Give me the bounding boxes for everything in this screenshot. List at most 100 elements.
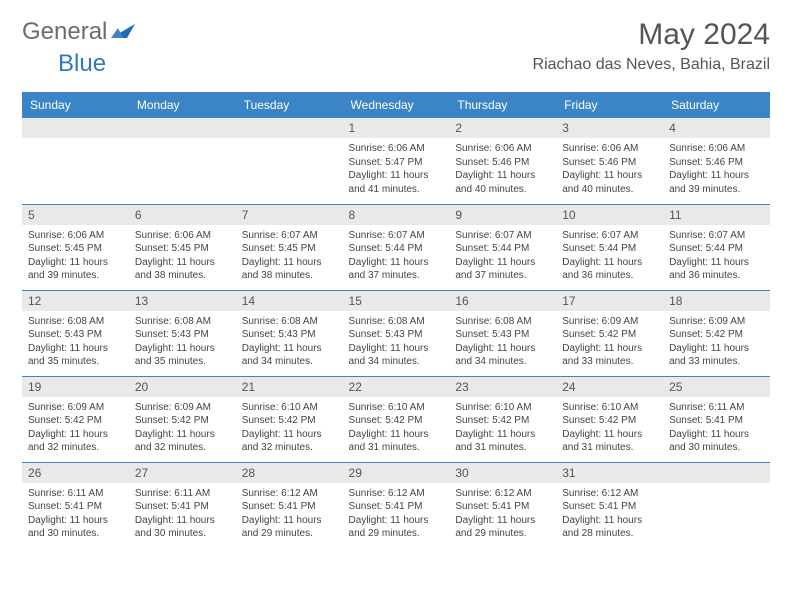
day-info: Sunrise: 6:07 AMSunset: 5:44 PMDaylight:… bbox=[663, 225, 770, 289]
day-number: 24 bbox=[556, 377, 663, 397]
day-number: 2 bbox=[449, 118, 556, 138]
day-number: 6 bbox=[129, 205, 236, 225]
calendar-day-cell: 5Sunrise: 6:06 AMSunset: 5:45 PMDaylight… bbox=[22, 204, 129, 290]
day-number: 12 bbox=[22, 291, 129, 311]
calendar-day-cell: 3Sunrise: 6:06 AMSunset: 5:46 PMDaylight… bbox=[556, 118, 663, 204]
day-number: 9 bbox=[449, 205, 556, 225]
calendar-day-cell: 24Sunrise: 6:10 AMSunset: 5:42 PMDayligh… bbox=[556, 376, 663, 462]
day-info: Sunrise: 6:07 AMSunset: 5:45 PMDaylight:… bbox=[236, 225, 343, 289]
day-number: 11 bbox=[663, 205, 770, 225]
day-info: Sunrise: 6:08 AMSunset: 5:43 PMDaylight:… bbox=[343, 311, 450, 375]
day-info: Sunrise: 6:09 AMSunset: 5:42 PMDaylight:… bbox=[663, 311, 770, 375]
calendar-day-cell: 19Sunrise: 6:09 AMSunset: 5:42 PMDayligh… bbox=[22, 376, 129, 462]
day-info: Sunrise: 6:06 AMSunset: 5:46 PMDaylight:… bbox=[556, 138, 663, 202]
day-number: 21 bbox=[236, 377, 343, 397]
day-info: Sunrise: 6:06 AMSunset: 5:45 PMDaylight:… bbox=[22, 225, 129, 289]
day-number: 31 bbox=[556, 463, 663, 483]
brand-logo: General bbox=[22, 18, 139, 46]
calendar-day-cell: 23Sunrise: 6:10 AMSunset: 5:42 PMDayligh… bbox=[449, 376, 556, 462]
brand-mark-icon bbox=[111, 20, 137, 45]
calendar-day-cell: 15Sunrise: 6:08 AMSunset: 5:43 PMDayligh… bbox=[343, 290, 450, 376]
calendar-day-cell: 10Sunrise: 6:07 AMSunset: 5:44 PMDayligh… bbox=[556, 204, 663, 290]
day-number: 18 bbox=[663, 291, 770, 311]
day-number: 29 bbox=[343, 463, 450, 483]
brand-part2: Blue bbox=[58, 50, 106, 77]
weekday-header: Sunday bbox=[22, 92, 129, 118]
month-title: May 2024 bbox=[533, 18, 770, 52]
day-number: 30 bbox=[449, 463, 556, 483]
calendar-day-cell: 8Sunrise: 6:07 AMSunset: 5:44 PMDaylight… bbox=[343, 204, 450, 290]
day-number: 5 bbox=[22, 205, 129, 225]
calendar-table: SundayMondayTuesdayWednesdayThursdayFrid… bbox=[22, 92, 770, 548]
day-number: 14 bbox=[236, 291, 343, 311]
day-number bbox=[22, 118, 129, 138]
day-info: Sunrise: 6:10 AMSunset: 5:42 PMDaylight:… bbox=[449, 397, 556, 461]
day-info: Sunrise: 6:12 AMSunset: 5:41 PMDaylight:… bbox=[449, 483, 556, 547]
day-info: Sunrise: 6:07 AMSunset: 5:44 PMDaylight:… bbox=[343, 225, 450, 289]
day-info: Sunrise: 6:09 AMSunset: 5:42 PMDaylight:… bbox=[22, 397, 129, 461]
calendar-empty-cell bbox=[663, 462, 770, 548]
day-info: Sunrise: 6:07 AMSunset: 5:44 PMDaylight:… bbox=[556, 225, 663, 289]
day-number: 1 bbox=[343, 118, 450, 138]
weekday-header: Wednesday bbox=[343, 92, 450, 118]
calendar-week-row: 19Sunrise: 6:09 AMSunset: 5:42 PMDayligh… bbox=[22, 376, 770, 462]
calendar-day-cell: 16Sunrise: 6:08 AMSunset: 5:43 PMDayligh… bbox=[449, 290, 556, 376]
day-number bbox=[236, 118, 343, 138]
calendar-day-cell: 26Sunrise: 6:11 AMSunset: 5:41 PMDayligh… bbox=[22, 462, 129, 548]
day-info: Sunrise: 6:08 AMSunset: 5:43 PMDaylight:… bbox=[22, 311, 129, 375]
weekday-header: Friday bbox=[556, 92, 663, 118]
calendar-day-cell: 18Sunrise: 6:09 AMSunset: 5:42 PMDayligh… bbox=[663, 290, 770, 376]
calendar-body: 1Sunrise: 6:06 AMSunset: 5:47 PMDaylight… bbox=[22, 118, 770, 548]
calendar-day-cell: 25Sunrise: 6:11 AMSunset: 5:41 PMDayligh… bbox=[663, 376, 770, 462]
day-number: 13 bbox=[129, 291, 236, 311]
day-info: Sunrise: 6:11 AMSunset: 5:41 PMDaylight:… bbox=[663, 397, 770, 461]
day-info: Sunrise: 6:06 AMSunset: 5:47 PMDaylight:… bbox=[343, 138, 450, 202]
weekday-header: Thursday bbox=[449, 92, 556, 118]
day-info: Sunrise: 6:06 AMSunset: 5:46 PMDaylight:… bbox=[663, 138, 770, 202]
calendar-day-cell: 6Sunrise: 6:06 AMSunset: 5:45 PMDaylight… bbox=[129, 204, 236, 290]
day-info: Sunrise: 6:11 AMSunset: 5:41 PMDaylight:… bbox=[22, 483, 129, 547]
calendar-day-cell: 2Sunrise: 6:06 AMSunset: 5:46 PMDaylight… bbox=[449, 118, 556, 204]
day-info: Sunrise: 6:09 AMSunset: 5:42 PMDaylight:… bbox=[129, 397, 236, 461]
calendar-empty-cell bbox=[129, 118, 236, 204]
day-number: 4 bbox=[663, 118, 770, 138]
calendar-empty-cell bbox=[236, 118, 343, 204]
day-number: 3 bbox=[556, 118, 663, 138]
calendar-day-cell: 12Sunrise: 6:08 AMSunset: 5:43 PMDayligh… bbox=[22, 290, 129, 376]
calendar-day-cell: 30Sunrise: 6:12 AMSunset: 5:41 PMDayligh… bbox=[449, 462, 556, 548]
weekday-header-row: SundayMondayTuesdayWednesdayThursdayFrid… bbox=[22, 92, 770, 118]
calendar-day-cell: 1Sunrise: 6:06 AMSunset: 5:47 PMDaylight… bbox=[343, 118, 450, 204]
calendar-day-cell: 17Sunrise: 6:09 AMSunset: 5:42 PMDayligh… bbox=[556, 290, 663, 376]
day-number: 22 bbox=[343, 377, 450, 397]
day-number: 7 bbox=[236, 205, 343, 225]
day-number: 28 bbox=[236, 463, 343, 483]
day-number: 10 bbox=[556, 205, 663, 225]
day-number: 23 bbox=[449, 377, 556, 397]
calendar-day-cell: 27Sunrise: 6:11 AMSunset: 5:41 PMDayligh… bbox=[129, 462, 236, 548]
day-info: Sunrise: 6:10 AMSunset: 5:42 PMDaylight:… bbox=[343, 397, 450, 461]
day-number: 17 bbox=[556, 291, 663, 311]
day-info: Sunrise: 6:06 AMSunset: 5:46 PMDaylight:… bbox=[449, 138, 556, 202]
day-info: Sunrise: 6:10 AMSunset: 5:42 PMDaylight:… bbox=[236, 397, 343, 461]
title-block: May 2024 Riachao das Neves, Bahia, Brazi… bbox=[533, 18, 770, 74]
calendar-day-cell: 11Sunrise: 6:07 AMSunset: 5:44 PMDayligh… bbox=[663, 204, 770, 290]
calendar-day-cell: 13Sunrise: 6:08 AMSunset: 5:43 PMDayligh… bbox=[129, 290, 236, 376]
day-number: 26 bbox=[22, 463, 129, 483]
day-info: Sunrise: 6:10 AMSunset: 5:42 PMDaylight:… bbox=[556, 397, 663, 461]
day-number: 16 bbox=[449, 291, 556, 311]
day-number bbox=[663, 463, 770, 483]
day-number: 25 bbox=[663, 377, 770, 397]
calendar-week-row: 1Sunrise: 6:06 AMSunset: 5:47 PMDaylight… bbox=[22, 118, 770, 204]
day-info: Sunrise: 6:12 AMSunset: 5:41 PMDaylight:… bbox=[236, 483, 343, 547]
day-info: Sunrise: 6:06 AMSunset: 5:45 PMDaylight:… bbox=[129, 225, 236, 289]
calendar-day-cell: 28Sunrise: 6:12 AMSunset: 5:41 PMDayligh… bbox=[236, 462, 343, 548]
calendar-day-cell: 29Sunrise: 6:12 AMSunset: 5:41 PMDayligh… bbox=[343, 462, 450, 548]
day-number: 8 bbox=[343, 205, 450, 225]
day-info: Sunrise: 6:08 AMSunset: 5:43 PMDaylight:… bbox=[449, 311, 556, 375]
calendar-empty-cell bbox=[22, 118, 129, 204]
calendar-week-row: 26Sunrise: 6:11 AMSunset: 5:41 PMDayligh… bbox=[22, 462, 770, 548]
day-info: Sunrise: 6:12 AMSunset: 5:41 PMDaylight:… bbox=[343, 483, 450, 547]
day-number bbox=[129, 118, 236, 138]
calendar-day-cell: 31Sunrise: 6:12 AMSunset: 5:41 PMDayligh… bbox=[556, 462, 663, 548]
weekday-header: Monday bbox=[129, 92, 236, 118]
